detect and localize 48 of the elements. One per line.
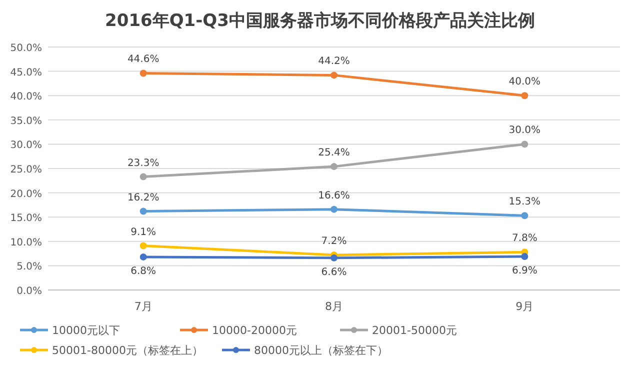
legend-label: 20001-50000元 bbox=[372, 324, 457, 337]
legend-label: 10000元以下 bbox=[52, 324, 120, 337]
data-label: 40.0% bbox=[508, 76, 541, 88]
point bbox=[140, 208, 147, 215]
data-label: 9.1% bbox=[130, 226, 156, 238]
y-tick-label: 45.0% bbox=[10, 67, 42, 78]
y-tick-label: 40.0% bbox=[10, 92, 42, 103]
data-label: 6.6% bbox=[321, 266, 347, 278]
y-tick-label: 15.0% bbox=[10, 213, 42, 224]
legend-label: 50001-80000元（标签在上） bbox=[52, 344, 203, 357]
point bbox=[140, 253, 147, 260]
data-label: 30.0% bbox=[508, 125, 541, 136]
point bbox=[140, 173, 147, 180]
y-tick-label: 5.0% bbox=[16, 262, 42, 273]
point bbox=[521, 140, 528, 148]
data-label: 44.2% bbox=[318, 56, 350, 68]
point bbox=[140, 70, 147, 77]
y-tick-label: 20.0% bbox=[10, 188, 42, 200]
legend-label: 80000元以上（标签在下） bbox=[254, 344, 388, 357]
data-label: 16.6% bbox=[318, 190, 350, 202]
y-tick-label: 50.0% bbox=[10, 43, 42, 54]
point bbox=[330, 206, 338, 213]
x-tick-label: 9月 bbox=[516, 300, 534, 313]
y-tick-label: 25.0% bbox=[10, 164, 42, 176]
point bbox=[140, 242, 147, 250]
data-label: 6.8% bbox=[130, 266, 156, 277]
data-label: 44.6% bbox=[127, 54, 160, 66]
y-tick-label: 30.0% bbox=[10, 140, 42, 152]
y-tick-label: 35.0% bbox=[10, 116, 42, 127]
y-tick-label: 10.0% bbox=[10, 237, 42, 248]
point bbox=[330, 163, 338, 170]
data-label: 23.3% bbox=[127, 158, 160, 169]
point bbox=[521, 92, 528, 100]
x-tick-label: 8月 bbox=[325, 300, 343, 313]
point bbox=[330, 254, 338, 262]
data-label: 25.4% bbox=[318, 148, 350, 159]
data-label: 7.8% bbox=[512, 233, 538, 244]
data-label: 7.2% bbox=[321, 236, 347, 248]
chart-title: 2016年Q1-Q3中国服务器市场不同价格段产品关注比例 bbox=[105, 11, 535, 31]
point bbox=[521, 212, 528, 220]
data-label: 16.2% bbox=[127, 192, 160, 204]
data-label: 15.3% bbox=[508, 196, 541, 208]
legend-label: 10000-20000元 bbox=[212, 324, 297, 337]
point bbox=[521, 252, 528, 260]
point bbox=[330, 72, 338, 79]
data-label: 6.9% bbox=[512, 265, 538, 276]
x-tick-label: 7月 bbox=[134, 300, 152, 313]
y-tick-label: 0.0% bbox=[16, 286, 42, 297]
